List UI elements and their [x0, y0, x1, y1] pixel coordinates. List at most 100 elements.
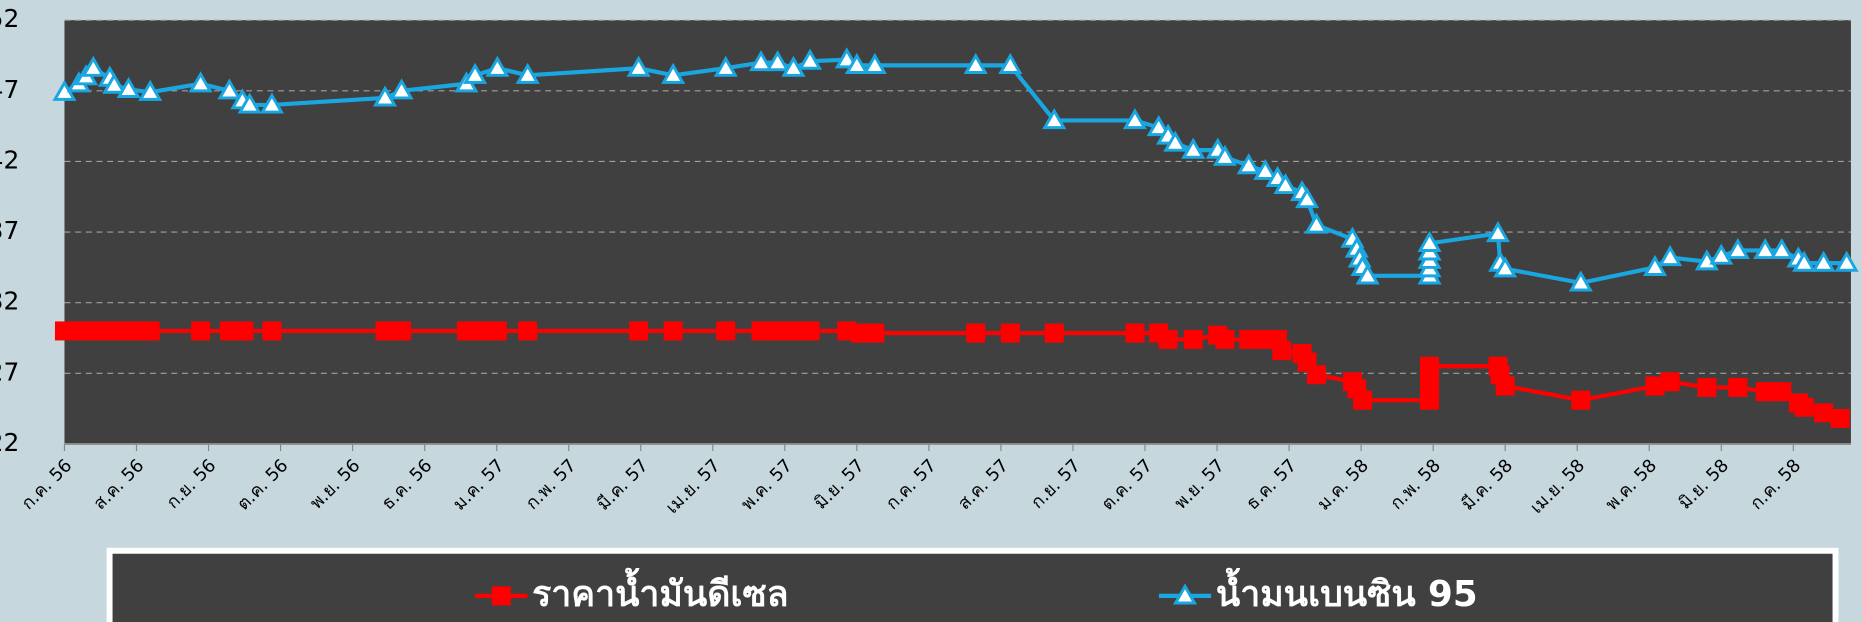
marker [629, 321, 649, 341]
marker [1146, 115, 1171, 137]
marker [1794, 397, 1814, 417]
marker [768, 321, 788, 341]
marker [1769, 237, 1794, 260]
marker [765, 50, 790, 72]
marker [1792, 250, 1817, 272]
marker [1658, 245, 1683, 267]
marker [748, 50, 774, 72]
legend-item: ราคาน้ำมันดีเซล [475, 567, 789, 615]
marker [1709, 243, 1734, 265]
marker [1215, 329, 1235, 349]
marker [1697, 377, 1717, 397]
marker [1355, 263, 1380, 285]
marker [1163, 130, 1188, 152]
marker [1814, 403, 1834, 423]
marker [140, 321, 160, 341]
y-tick-label: 32 [0, 287, 19, 316]
marker [237, 92, 262, 114]
marker [234, 321, 254, 341]
marker [1272, 341, 1292, 361]
marker [1493, 256, 1518, 278]
marker [1645, 376, 1665, 396]
marker [716, 321, 736, 341]
marker [1042, 107, 1067, 130]
marker [865, 323, 885, 343]
marker [471, 321, 491, 341]
marker [1212, 144, 1238, 166]
marker [372, 85, 398, 107]
marker [188, 71, 213, 93]
marker [800, 321, 820, 341]
marker [1181, 137, 1206, 159]
marker [54, 321, 74, 341]
marker [1772, 382, 1792, 402]
marker [963, 52, 988, 74]
marker [69, 321, 89, 341]
marker [663, 321, 683, 341]
marker [1239, 329, 1259, 349]
marker [1295, 187, 1320, 209]
y-tick-label: 52 [0, 4, 19, 33]
marker [1728, 377, 1748, 397]
marker [1273, 172, 1298, 195]
marker [862, 52, 887, 74]
y-tick-label: 27 [0, 357, 19, 386]
marker [844, 52, 869, 74]
marker [1122, 107, 1147, 130]
marker [626, 55, 651, 77]
marker [1571, 390, 1591, 410]
legend-label: น้ำมนเบนซิน 95 [1216, 567, 1478, 615]
marker [375, 321, 395, 341]
marker [998, 52, 1023, 74]
marker [1417, 230, 1442, 252]
legend-label: ราคาน้ำมันดีเซล [532, 567, 788, 615]
marker [389, 78, 414, 100]
marker [487, 321, 507, 341]
marker [1834, 250, 1859, 272]
y-tick-label: 22 [0, 428, 19, 457]
marker [1236, 153, 1261, 175]
marker [1253, 158, 1278, 180]
marker [1660, 372, 1680, 392]
marker [191, 321, 211, 341]
marker [751, 321, 771, 341]
marker [1306, 365, 1326, 385]
marker [1755, 382, 1775, 402]
marker [1158, 329, 1178, 349]
marker [515, 62, 540, 84]
marker [111, 321, 131, 341]
y-tick-label: 37 [0, 216, 19, 245]
marker [1044, 323, 1064, 343]
marker [850, 323, 870, 343]
marker [1304, 212, 1329, 234]
marker [81, 55, 106, 77]
marker [217, 78, 242, 100]
marker [797, 48, 823, 70]
marker [485, 55, 510, 77]
marker [1172, 583, 1198, 605]
marker [138, 79, 163, 101]
marker [1420, 356, 1440, 376]
marker [116, 76, 141, 99]
marker [262, 321, 282, 341]
marker [713, 55, 738, 77]
marker [1485, 220, 1511, 243]
marker [392, 321, 412, 341]
marker [781, 55, 806, 77]
marker [219, 321, 239, 341]
marker [783, 321, 803, 341]
marker [1183, 329, 1203, 349]
y-tick-label: 47 [0, 75, 19, 104]
marker [102, 72, 127, 94]
legend-item: น้ำมนเบนซิน 95 [1158, 567, 1478, 615]
marker [1830, 409, 1850, 429]
marker [1353, 390, 1373, 410]
marker [1495, 376, 1515, 396]
marker [456, 321, 476, 341]
marker [1568, 270, 1593, 292]
marker [491, 586, 511, 606]
marker [661, 62, 686, 84]
marker [1000, 323, 1020, 343]
marker [97, 321, 117, 341]
